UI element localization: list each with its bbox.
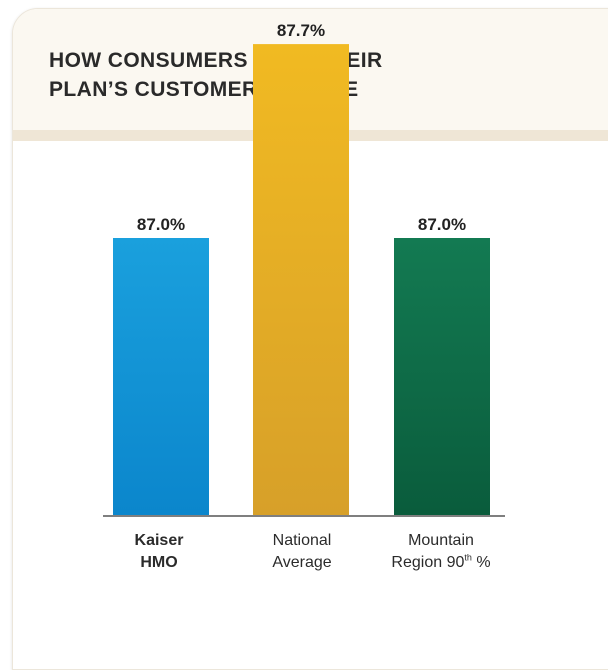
- bar-mountain-region: [394, 238, 490, 515]
- value-label-mountain-region: 87.0%: [418, 215, 466, 234]
- bar-kaiser-hmo: [113, 238, 209, 515]
- bar-chart: 87.0% 87.7% 87.0%: [103, 21, 505, 517]
- value-label-national-average: 87.7%: [277, 21, 325, 40]
- bar-national-average: [253, 44, 349, 515]
- value-label-kaiser-hmo: 87.0%: [137, 215, 185, 234]
- category-label-kaiser-hmo: Kaiser HMO: [134, 532, 184, 571]
- category-label-mountain-region: Mountain Region 90th %: [391, 532, 491, 571]
- category-label-national-average: National Average: [272, 532, 332, 571]
